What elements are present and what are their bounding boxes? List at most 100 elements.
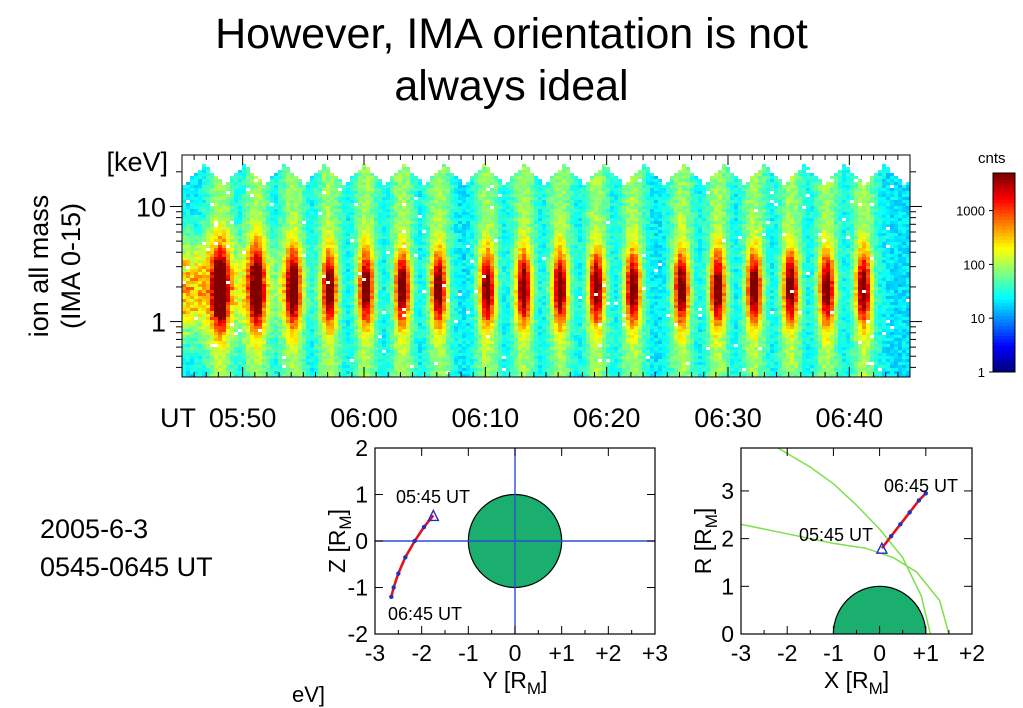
spectrogram-cell <box>222 287 226 290</box>
spectrogram-cell <box>202 215 206 218</box>
spectrogram-cell <box>430 251 434 254</box>
spectrogram-cell <box>370 311 374 314</box>
spectrogram-cell <box>238 269 242 272</box>
spectrogram-cell <box>270 182 274 185</box>
spectrogram-cell <box>266 245 270 248</box>
spectrogram-cell <box>250 290 254 293</box>
spectrogram-cell <box>406 209 410 212</box>
spectrogram-cell <box>414 281 418 284</box>
spectrogram-cell <box>246 230 250 233</box>
spectrogram-cell <box>418 161 422 164</box>
spectrogram-cell <box>358 293 362 296</box>
spectrogram-cell <box>198 221 202 224</box>
spectrogram-cell <box>314 290 318 293</box>
spectrogram-cell <box>322 272 326 275</box>
spectrogram-cell <box>302 215 306 218</box>
spectrogram-cell <box>402 191 406 194</box>
spectrogram-cell <box>318 164 322 167</box>
spectrogram-cell <box>338 269 342 272</box>
spectrogram-cell <box>246 308 250 311</box>
spectrogram-cell <box>382 293 386 296</box>
spectrogram-cell <box>270 293 274 296</box>
spectrogram-cell <box>394 203 398 206</box>
spectrogram-cell <box>426 374 430 377</box>
spectrogram-cell <box>290 374 294 377</box>
spectrogram-cell <box>306 245 310 248</box>
spectrogram-cell <box>382 170 386 173</box>
spectrogram-cell <box>306 179 310 182</box>
spectrogram-cell <box>434 329 438 332</box>
spectrogram-cell <box>246 350 250 353</box>
spectrogram-cell <box>318 257 322 260</box>
spectrogram-cell <box>286 368 290 371</box>
spectrogram-cell <box>350 320 354 323</box>
spectrogram-cell <box>326 302 330 305</box>
spectrogram-cell <box>266 353 270 356</box>
spectrogram-cell <box>206 356 210 359</box>
spectrogram-cell <box>270 320 274 323</box>
spectrogram-cell <box>278 269 282 272</box>
spectrogram-cell <box>410 305 414 308</box>
spectrogram-cell <box>270 161 274 164</box>
spectrogram-cell <box>438 242 442 245</box>
spectrogram-cell <box>434 365 438 368</box>
spectrogram-cell <box>362 242 366 245</box>
spectrogram-cell <box>210 356 214 359</box>
spectrogram-cell <box>250 317 254 320</box>
spectrogram-cell <box>322 287 326 290</box>
spectrogram-cell <box>202 260 206 263</box>
spectrogram-cell <box>322 167 326 170</box>
spectrogram-cell <box>406 203 410 206</box>
spectrogram-cell <box>266 197 270 200</box>
spectrogram-cell <box>298 206 302 209</box>
spectrogram-cell <box>330 332 334 335</box>
spectrogram-cell <box>330 254 334 257</box>
spectrogram-cell <box>278 278 282 281</box>
spectrogram-cell <box>302 326 306 329</box>
spectrogram-cell <box>362 182 366 185</box>
spectrogram-cell <box>422 197 426 200</box>
spectrogram-cell <box>330 323 334 326</box>
spectrogram-cell <box>290 356 294 359</box>
spectrogram-cells <box>182 155 910 377</box>
spectrogram-cell <box>286 278 290 281</box>
spectrogram-cell <box>374 230 378 233</box>
spectrogram-cell <box>222 215 226 218</box>
spectrogram-cell <box>390 326 394 329</box>
spectrogram-cell <box>302 155 306 158</box>
spectrogram-cell <box>370 284 374 287</box>
spectrogram-cell <box>346 314 350 317</box>
spectrogram-cell <box>322 242 326 245</box>
spectrogram-cell <box>358 338 362 341</box>
spectrogram-cell <box>202 257 206 260</box>
spectrogram-cell <box>290 197 294 200</box>
spectrogram-cell <box>394 323 398 326</box>
spectrogram-cell <box>230 311 234 314</box>
spectrogram-cell <box>350 191 354 194</box>
spectrogram-cell <box>282 203 286 206</box>
spectrogram-cell <box>418 173 422 176</box>
spectrogram-cell <box>434 281 438 284</box>
spectrogram-cell <box>394 326 398 329</box>
spectrogram-cell <box>402 371 406 374</box>
spectrogram-cell <box>266 350 270 353</box>
spectrogram-cell <box>270 311 274 314</box>
spectrogram-cell <box>206 341 210 344</box>
spectrogram-cell <box>414 245 418 248</box>
spectrogram-cell <box>442 365 446 368</box>
spectrogram-cell <box>210 371 214 374</box>
spectrogram-cell <box>266 173 270 176</box>
spectrogram-cell <box>334 230 338 233</box>
spectrogram-cell <box>270 188 274 191</box>
spectrogram-cell <box>242 221 246 224</box>
spectrogram-cell <box>318 194 322 197</box>
spectrogram-cell <box>410 212 414 215</box>
spectrogram-cell <box>334 329 338 332</box>
spectrogram-cell <box>430 209 434 212</box>
spectrogram-cell <box>186 251 190 254</box>
spectrogram-cell <box>230 305 234 308</box>
spectrogram-cell <box>302 188 306 191</box>
spectrogram-cell <box>314 284 318 287</box>
spectrogram-cell <box>306 350 310 353</box>
spectrogram-cell <box>218 332 222 335</box>
